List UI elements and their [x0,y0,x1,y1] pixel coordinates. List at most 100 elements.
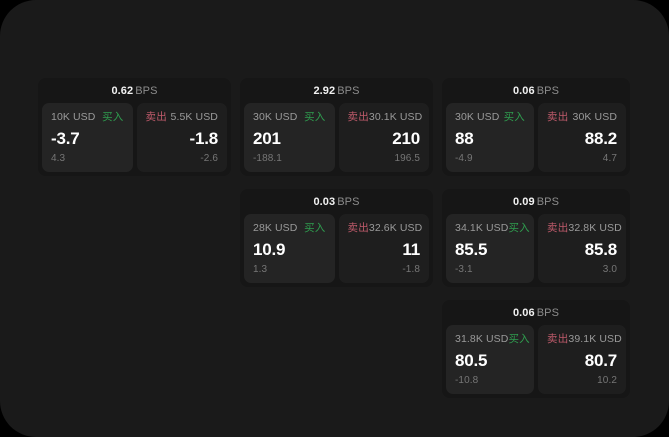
bid-panel[interactable]: 31.8K USD 买入 80.5 -10.8 [446,325,534,394]
bid-panel[interactable]: 30K USD 买入 201 -188.1 [244,103,335,172]
card-header: 0.62 BPS [42,84,227,103]
quote-column-1: 0.62 BPS 10K USD 买入 -3.7 4.3 卖出 [38,78,231,176]
bid-panel-top: 28K USD 买入 [253,222,326,235]
bid-panel-top: 31.8K USD 买入 [455,333,530,346]
buy-side-label: 买入 [304,111,326,123]
ask-price: 88.2 [584,129,617,148]
bid-panel[interactable]: 30K USD 买入 88 -4.9 [446,103,534,172]
ask-price: 85.8 [584,240,617,259]
quote-card[interactable]: 0.62 BPS 10K USD 买入 -3.7 4.3 卖出 [38,78,231,176]
ask-panel-top: 卖出 5.5K USD [146,111,219,124]
sell-side-label: 卖出 [547,333,569,345]
quote-card-grid: 0.62 BPS 10K USD 买入 -3.7 4.3 卖出 [38,78,638,398]
ask-panel[interactable]: 卖出 5.5K USD -1.8 -2.6 [136,103,227,172]
spread-unit: BPS [536,196,560,208]
ask-delta: 4.7 [602,153,617,164]
ask-price: 11 [402,240,420,259]
bid-panel-top: 30K USD 买入 [253,111,326,124]
card-panels: 34.1K USD 买入 85.5 -3.1 卖出 32.8K USD 85.8… [446,214,626,283]
ask-panel-top: 卖出 32.8K USD [547,222,622,235]
buy-side-label: 买入 [508,333,530,345]
bid-price: 88 [455,129,474,148]
buy-side-label: 买入 [102,111,124,123]
card-header: 0.06 BPS [446,306,626,325]
buy-side-label: 买入 [503,111,525,123]
ask-panel[interactable]: 卖出 39.1K USD 80.7 10.2 [538,325,626,394]
spread-unit: BPS [536,307,560,319]
card-header: 0.03 BPS [244,195,429,214]
bid-delta: -4.9 [455,153,473,164]
bid-price: 85.5 [455,240,488,259]
ask-size-label: 32.8K USD [568,222,622,234]
bid-delta: -188.1 [253,153,282,164]
spread-value: 0.62 [111,85,134,97]
card-header: 0.09 BPS [446,195,626,214]
ask-delta: 10.2 [597,375,617,386]
bid-price: 10.9 [253,240,286,259]
ask-panel[interactable]: 卖出 32.8K USD 85.8 3.0 [538,214,626,283]
ask-size-label: 5.5K USD [170,111,218,123]
sell-side-label: 卖出 [547,222,569,234]
ask-panel-top: 卖出 30.1K USD [348,111,423,124]
ask-delta: -1.8 [402,264,420,275]
spread-value: 2.92 [313,85,336,97]
bid-size-label: 30K USD [455,111,500,123]
bid-size-label: 34.1K USD [455,222,509,234]
bid-delta: 1.3 [253,264,268,275]
bid-price: -3.7 [51,129,80,148]
bid-panel-top: 30K USD 买入 [455,111,525,124]
buy-side-label: 买入 [508,222,530,234]
ask-delta: 3.0 [602,264,617,275]
ask-price: -1.8 [189,129,219,148]
spread-unit: BPS [337,196,360,208]
spread-unit: BPS [135,85,158,97]
card-panels: 30K USD 买入 88 -4.9 卖出 30K USD 88.2 4.7 [446,103,626,172]
card-panels: 28K USD 买入 10.9 1.3 卖出 32.6K USD 11 -1.8 [244,214,429,283]
quote-column-2: 2.92 BPS 30K USD 买入 201 -188.1 卖出 [240,78,433,287]
quote-card[interactable]: 0.06 BPS 31.8K USD 买入 80.5 -10.8 卖出 [442,300,630,398]
card-panels: 31.8K USD 买入 80.5 -10.8 卖出 39.1K USD 80.… [446,325,626,394]
sell-side-label: 卖出 [347,222,369,234]
spread-value: 0.06 [512,307,535,319]
bid-size-label: 28K USD [253,222,298,234]
spread-unit: BPS [337,85,360,97]
spread-value: 0.06 [512,85,535,97]
bid-price: 80.5 [455,351,488,370]
ask-price: 210 [392,129,420,148]
ask-size-label: 32.6K USD [368,222,423,234]
card-header: 0.06 BPS [446,84,626,103]
spread-value: 0.09 [512,196,535,208]
ask-size-label: 30K USD [572,111,617,123]
quote-column-3: 0.06 BPS 30K USD 买入 88 -4.9 卖出 [442,78,630,398]
bid-size-label: 10K USD [51,111,96,123]
card-panels: 10K USD 买入 -3.7 4.3 卖出 5.5K USD -1.8 -2.… [42,103,227,172]
spread-value: 0.03 [313,196,336,208]
ask-panel-top: 卖出 32.6K USD [347,222,423,235]
bid-panel[interactable]: 34.1K USD 买入 85.5 -3.1 [446,214,534,283]
card-header: 2.92 BPS [244,84,429,103]
bid-panel-top: 34.1K USD 买入 [455,222,530,235]
bid-size-label: 30K USD [253,111,298,123]
quote-card[interactable]: 0.03 BPS 28K USD 买入 10.9 1.3 卖出 [240,189,433,287]
card-panels: 30K USD 买入 201 -188.1 卖出 30.1K USD 210 1… [244,103,429,172]
quote-card[interactable]: 0.06 BPS 30K USD 买入 88 -4.9 卖出 [442,78,630,176]
spread-unit: BPS [536,85,560,97]
buy-side-label: 买入 [304,222,326,234]
ask-price: 80.7 [584,351,617,370]
ask-panel[interactable]: 卖出 30.1K USD 210 196.5 [338,103,429,172]
bid-size-label: 31.8K USD [455,333,509,345]
sell-side-label: 卖出 [145,111,167,123]
ask-size-label: 39.1K USD [568,333,622,345]
bid-delta: 4.3 [51,153,66,164]
ask-panel-top: 卖出 39.1K USD [547,333,622,346]
quote-card[interactable]: 2.92 BPS 30K USD 买入 201 -188.1 卖出 [240,78,433,176]
bid-panel-top: 10K USD 买入 [51,111,124,124]
ask-panel[interactable]: 卖出 32.6K USD 11 -1.8 [338,214,429,283]
quote-card[interactable]: 0.09 BPS 34.1K USD 买入 85.5 -3.1 卖出 [442,189,630,287]
bid-panel[interactable]: 28K USD 买入 10.9 1.3 [244,214,335,283]
ask-panel[interactable]: 卖出 30K USD 88.2 4.7 [538,103,626,172]
sell-side-label: 卖出 [547,111,569,123]
bid-panel[interactable]: 10K USD 买入 -3.7 4.3 [42,103,133,172]
ask-panel-top: 卖出 30K USD [547,111,617,124]
